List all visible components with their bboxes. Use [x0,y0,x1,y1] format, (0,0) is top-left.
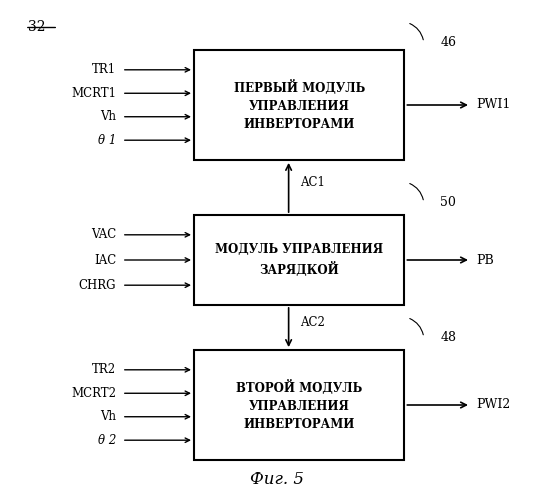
FancyBboxPatch shape [194,50,404,160]
Text: PWI2: PWI2 [476,398,511,411]
Text: AC1: AC1 [300,176,325,189]
Text: ПЕРВЫЙ МОДУЛЬ
УПРАВЛЕНИЯ
ИНВЕРТОРАМИ: ПЕРВЫЙ МОДУЛЬ УПРАВЛЕНИЯ ИНВЕРТОРАМИ [234,80,365,130]
Text: IAC: IAC [94,254,116,266]
Text: CHRG: CHRG [79,278,116,291]
Text: 32: 32 [28,20,45,34]
FancyBboxPatch shape [194,215,404,305]
Text: PWI1: PWI1 [476,98,511,112]
Text: AC2: AC2 [300,316,325,329]
Text: Vh: Vh [100,110,116,123]
Text: МОДУЛЬ УПРАВЛЕНИЯ
ЗАРЯДКОЙ: МОДУЛЬ УПРАВЛЕНИЯ ЗАРЯДКОЙ [215,243,383,277]
FancyBboxPatch shape [194,350,404,460]
Text: MCRT2: MCRT2 [71,387,116,400]
Text: PB: PB [476,254,494,266]
Text: 46: 46 [440,36,456,49]
Text: θ 1: θ 1 [98,134,116,146]
Text: VAC: VAC [91,228,116,241]
Text: 48: 48 [440,331,456,344]
Text: MCRT1: MCRT1 [71,87,116,100]
Text: Фиг. 5: Фиг. 5 [250,470,304,488]
Text: ВТОРОЙ МОДУЛЬ
УПРАВЛЕНИЯ
ИНВЕРТОРАМИ: ВТОРОЙ МОДУЛЬ УПРАВЛЕНИЯ ИНВЕРТОРАМИ [236,380,362,430]
Text: Vh: Vh [100,410,116,423]
Text: TR2: TR2 [92,364,116,376]
Text: 50: 50 [440,196,456,209]
Text: TR1: TR1 [92,64,116,76]
Text: θ 2: θ 2 [98,434,116,446]
